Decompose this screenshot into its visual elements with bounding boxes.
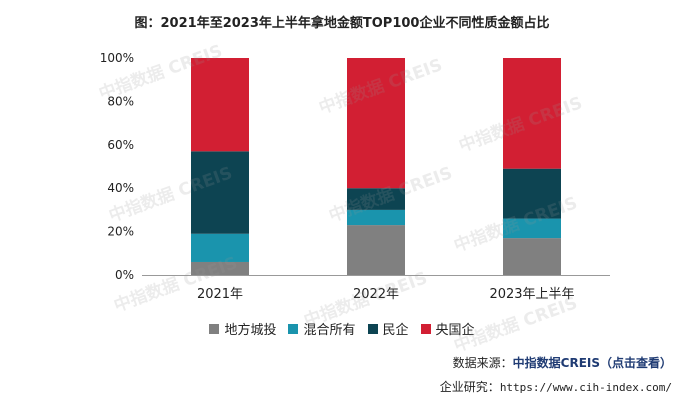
legend-swatch xyxy=(209,323,220,334)
legend-item-state: 央国企 xyxy=(420,319,475,338)
y-tick-label: 60% xyxy=(107,138,134,152)
y-tick-label: 80% xyxy=(107,94,134,108)
bar-segment xyxy=(191,58,249,152)
legend-swatch xyxy=(288,323,299,334)
x-tick-label: 2023年上半年 xyxy=(489,287,574,302)
bar-segment xyxy=(503,168,561,219)
bar-segment xyxy=(347,225,405,275)
x-tick-label: 2021年 xyxy=(197,287,243,302)
source-label: 数据来源： xyxy=(452,356,513,370)
bar-segment xyxy=(191,151,249,234)
bar-segment xyxy=(347,58,405,189)
bar-segment xyxy=(347,209,405,226)
x-axis: 2021年 2022年 2023年上半年 xyxy=(142,275,610,302)
data-source: 数据来源：中指数据CREIS（点击查看） xyxy=(453,354,672,371)
y-tick-label: 0% xyxy=(115,268,134,282)
bar-segment xyxy=(503,58,561,169)
legend-item-local: 地方城投 xyxy=(209,319,276,338)
legend-item-private: 民企 xyxy=(367,319,409,338)
bars xyxy=(191,58,561,275)
legend-label: 民企 xyxy=(382,323,409,338)
x-tick-label: 2022年 xyxy=(353,287,399,302)
y-tick-label: 100% xyxy=(100,51,134,65)
chart-title: 图：2021年至2023年上半年拿地金额TOP100企业不同性质金额占比 xyxy=(134,16,550,31)
source-link[interactable]: 中指数据CREIS（点击查看） xyxy=(512,356,672,370)
legend-label: 混合所有 xyxy=(303,323,356,338)
legend-swatch xyxy=(420,323,431,334)
legend-label: 地方城投 xyxy=(224,323,277,338)
bar-segment xyxy=(191,261,249,275)
bar-segment xyxy=(347,188,405,210)
bar-segment xyxy=(503,238,561,275)
legend-label: 央国企 xyxy=(435,323,475,338)
bar-segment xyxy=(503,218,561,239)
y-tick-label: 40% xyxy=(107,181,134,195)
y-axis: 0% 20% 40% 60% 80% 100% xyxy=(100,51,134,282)
y-tick-label: 20% xyxy=(107,225,134,239)
bar-segment xyxy=(191,233,249,262)
site-url-link[interactable]: https://www.cih-index.com/ xyxy=(499,381,672,394)
legend-item-mixed: 混合所有 xyxy=(288,319,356,338)
legend-swatch xyxy=(367,323,378,334)
site-info: 企业研究：https://www.cih-index.com/ xyxy=(440,378,672,395)
site-label: 企业研究： xyxy=(439,380,500,394)
legend: 地方城投 混合所有 民企 央国企 xyxy=(0,319,684,338)
stacked-bar-chart: 0% 20% 40% 60% 80% 100% 2021年 2022年 2023年上半年 xyxy=(100,51,610,302)
